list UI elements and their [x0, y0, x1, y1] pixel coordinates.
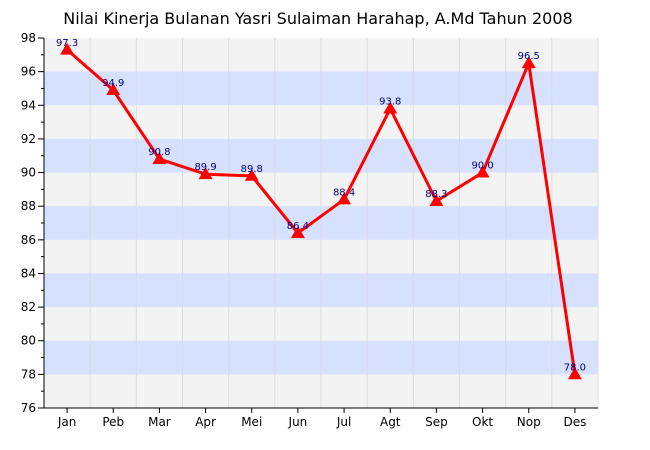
data-point-marker	[475, 165, 490, 178]
x-tick-label: Jan	[57, 415, 77, 429]
plot-background	[43, 38, 599, 408]
data-point-marker	[152, 152, 167, 164]
data-point-marker	[429, 194, 444, 207]
series-layer	[60, 42, 582, 380]
data-labels: 97.3 94.9 90.8 89.9 89.8 86.4 88.4 93.8 88.3 90.0…	[56, 38, 586, 374]
data-label: 78.0	[564, 362, 586, 373]
data-point-marker	[567, 367, 582, 380]
y-tick-label: 86	[21, 233, 36, 247]
x-tick-label: Nop	[517, 415, 541, 429]
data-label: 88.4	[333, 187, 355, 198]
data-point-marker	[383, 101, 398, 114]
data-point-marker	[106, 83, 121, 96]
data-label: 86.4	[287, 221, 309, 232]
y-tick-label: 88	[21, 199, 36, 213]
x-tick-label: Des	[563, 415, 586, 429]
x-tick-label: Mei	[241, 415, 262, 429]
x-tick-label: Peb	[102, 415, 124, 429]
x-tick-label: Mar	[148, 415, 171, 429]
y-tick-label: 96	[21, 65, 36, 79]
y-tick-label: 78	[21, 367, 36, 381]
axes	[43, 38, 598, 409]
data-point-marker	[290, 226, 305, 238]
data-point-marker	[337, 192, 352, 205]
data-point-marker	[244, 168, 259, 181]
chart-title: Nilai Kinerja Bulanan Yasri Sulaiman Har…	[63, 9, 572, 28]
data-label: 89.9	[194, 162, 216, 173]
x-tick-label: Okt	[472, 415, 493, 429]
x-tick-label: Apr	[195, 415, 216, 429]
data-label: 89.8	[241, 164, 263, 175]
data-label: 93.8	[379, 97, 401, 108]
y-tick-label: 84	[21, 266, 36, 280]
x-tick-label: Agt	[380, 415, 401, 429]
series-line	[66, 48, 577, 375]
x-axis-ticks: Jan Peb Mar Apr Mei Jun Jul Agt Sep Okt Nop Des	[57, 408, 586, 429]
x-tick-label: Sep	[425, 415, 448, 429]
x-tick-label: Jun	[288, 415, 308, 429]
data-label: 97.3	[56, 38, 78, 49]
data-label: 90.8	[148, 147, 170, 158]
y-tick-label: 82	[21, 300, 36, 314]
data-label: 90.0	[471, 161, 493, 172]
y-tick-label: 80	[21, 334, 36, 348]
data-label: 88.3	[425, 189, 447, 200]
y-tick-label: 98	[21, 31, 36, 45]
data-label: 96.5	[518, 51, 540, 62]
data-point-marker	[60, 42, 75, 55]
y-tick-label: 92	[21, 132, 36, 146]
data-label: 94.9	[102, 78, 124, 89]
data-point-marker	[198, 167, 213, 180]
y-axis-ticks: 76 78 80 82 84 86 88 90 92 94 96 98	[21, 31, 44, 415]
y-tick-label: 94	[21, 98, 36, 112]
y-tick-label: 76	[21, 401, 36, 415]
data-point-marker	[521, 56, 536, 69]
x-tick-label: Jul	[336, 415, 351, 429]
y-tick-label: 90	[21, 166, 36, 180]
